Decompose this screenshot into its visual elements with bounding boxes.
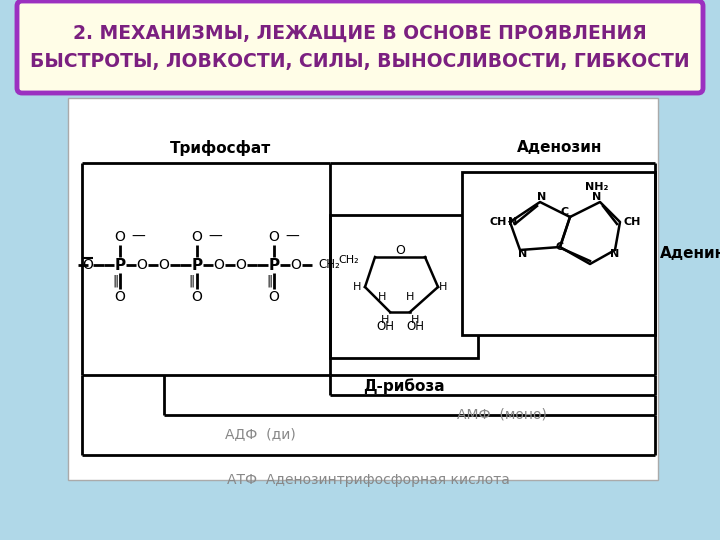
Bar [330,215,478,358]
Text: N: N [611,249,620,259]
Text: H: H [411,315,419,325]
Text: H: H [406,292,414,302]
Text: P: P [269,258,279,273]
Bar [68,98,658,480]
Text: CH: CH [623,217,640,227]
Text: O: O [192,290,202,304]
Text: OH: OH [406,321,424,334]
Text: O: O [83,258,94,272]
Text: O: O [291,258,302,272]
Text: H: H [381,315,390,325]
Text: NH₂: NH₂ [585,182,608,192]
Text: БЫСТРОТЫ, ЛОВКОСТИ, СИЛЫ, ВЫНОСЛИВОСТИ, ГИБКОСТИ: БЫСТРОТЫ, ЛОВКОСТИ, СИЛЫ, ВЫНОСЛИВОСТИ, … [30,52,690,71]
Text: N: N [508,217,518,227]
Text: АМФ  (моно): АМФ (моно) [457,407,547,421]
Text: C: C [556,242,564,252]
Text: N: N [593,192,602,202]
Text: CH₂: CH₂ [318,259,340,272]
Text: CH: CH [490,217,507,227]
Text: Аденин: Аденин [660,246,720,260]
Text: C: C [561,207,569,217]
Text: N: N [518,249,528,259]
Text: H: H [353,282,361,292]
Text: 2. МЕХАНИЗМЫ, ЛЕЖАЩИЕ В ОСНОВЕ ПРОЯВЛЕНИЯ: 2. МЕХАНИЗМЫ, ЛЕЖАЩИЕ В ОСНОВЕ ПРОЯВЛЕНИ… [73,24,647,43]
Text: O: O [158,258,169,272]
FancyBboxPatch shape [17,1,703,93]
Text: H: H [378,292,386,302]
Text: O: O [214,258,225,272]
Text: Трифосфат: Трифосфат [169,140,271,156]
Text: OH: OH [376,321,394,334]
Text: ‖: ‖ [189,274,195,287]
Text: АТФ  Аденозинтрифосфорная кислота: АТФ Аденозинтрифосфорная кислота [227,473,510,487]
Text: ‖: ‖ [266,274,272,287]
Text: ‖: ‖ [112,274,118,287]
Text: —: — [285,230,299,244]
Text: —: — [208,230,222,244]
Text: CH₂: CH₂ [338,255,359,265]
Text: Д-рибоза: Д-рибоза [363,378,445,394]
Text: H: H [438,282,447,292]
Text: P: P [192,258,202,273]
Text: N: N [537,192,546,202]
Text: O: O [114,230,125,244]
Text: O: O [395,244,405,256]
Text: АДФ  (ди): АДФ (ди) [225,427,295,441]
Text: —: — [131,230,145,244]
Bar [462,172,655,335]
Text: O: O [137,258,148,272]
Text: O: O [269,230,279,244]
Text: O: O [114,290,125,304]
Text: O: O [192,230,202,244]
Text: O: O [269,290,279,304]
Text: P: P [114,258,125,273]
Text: O: O [235,258,246,272]
Text: Аденозин: Аденозин [517,140,603,156]
